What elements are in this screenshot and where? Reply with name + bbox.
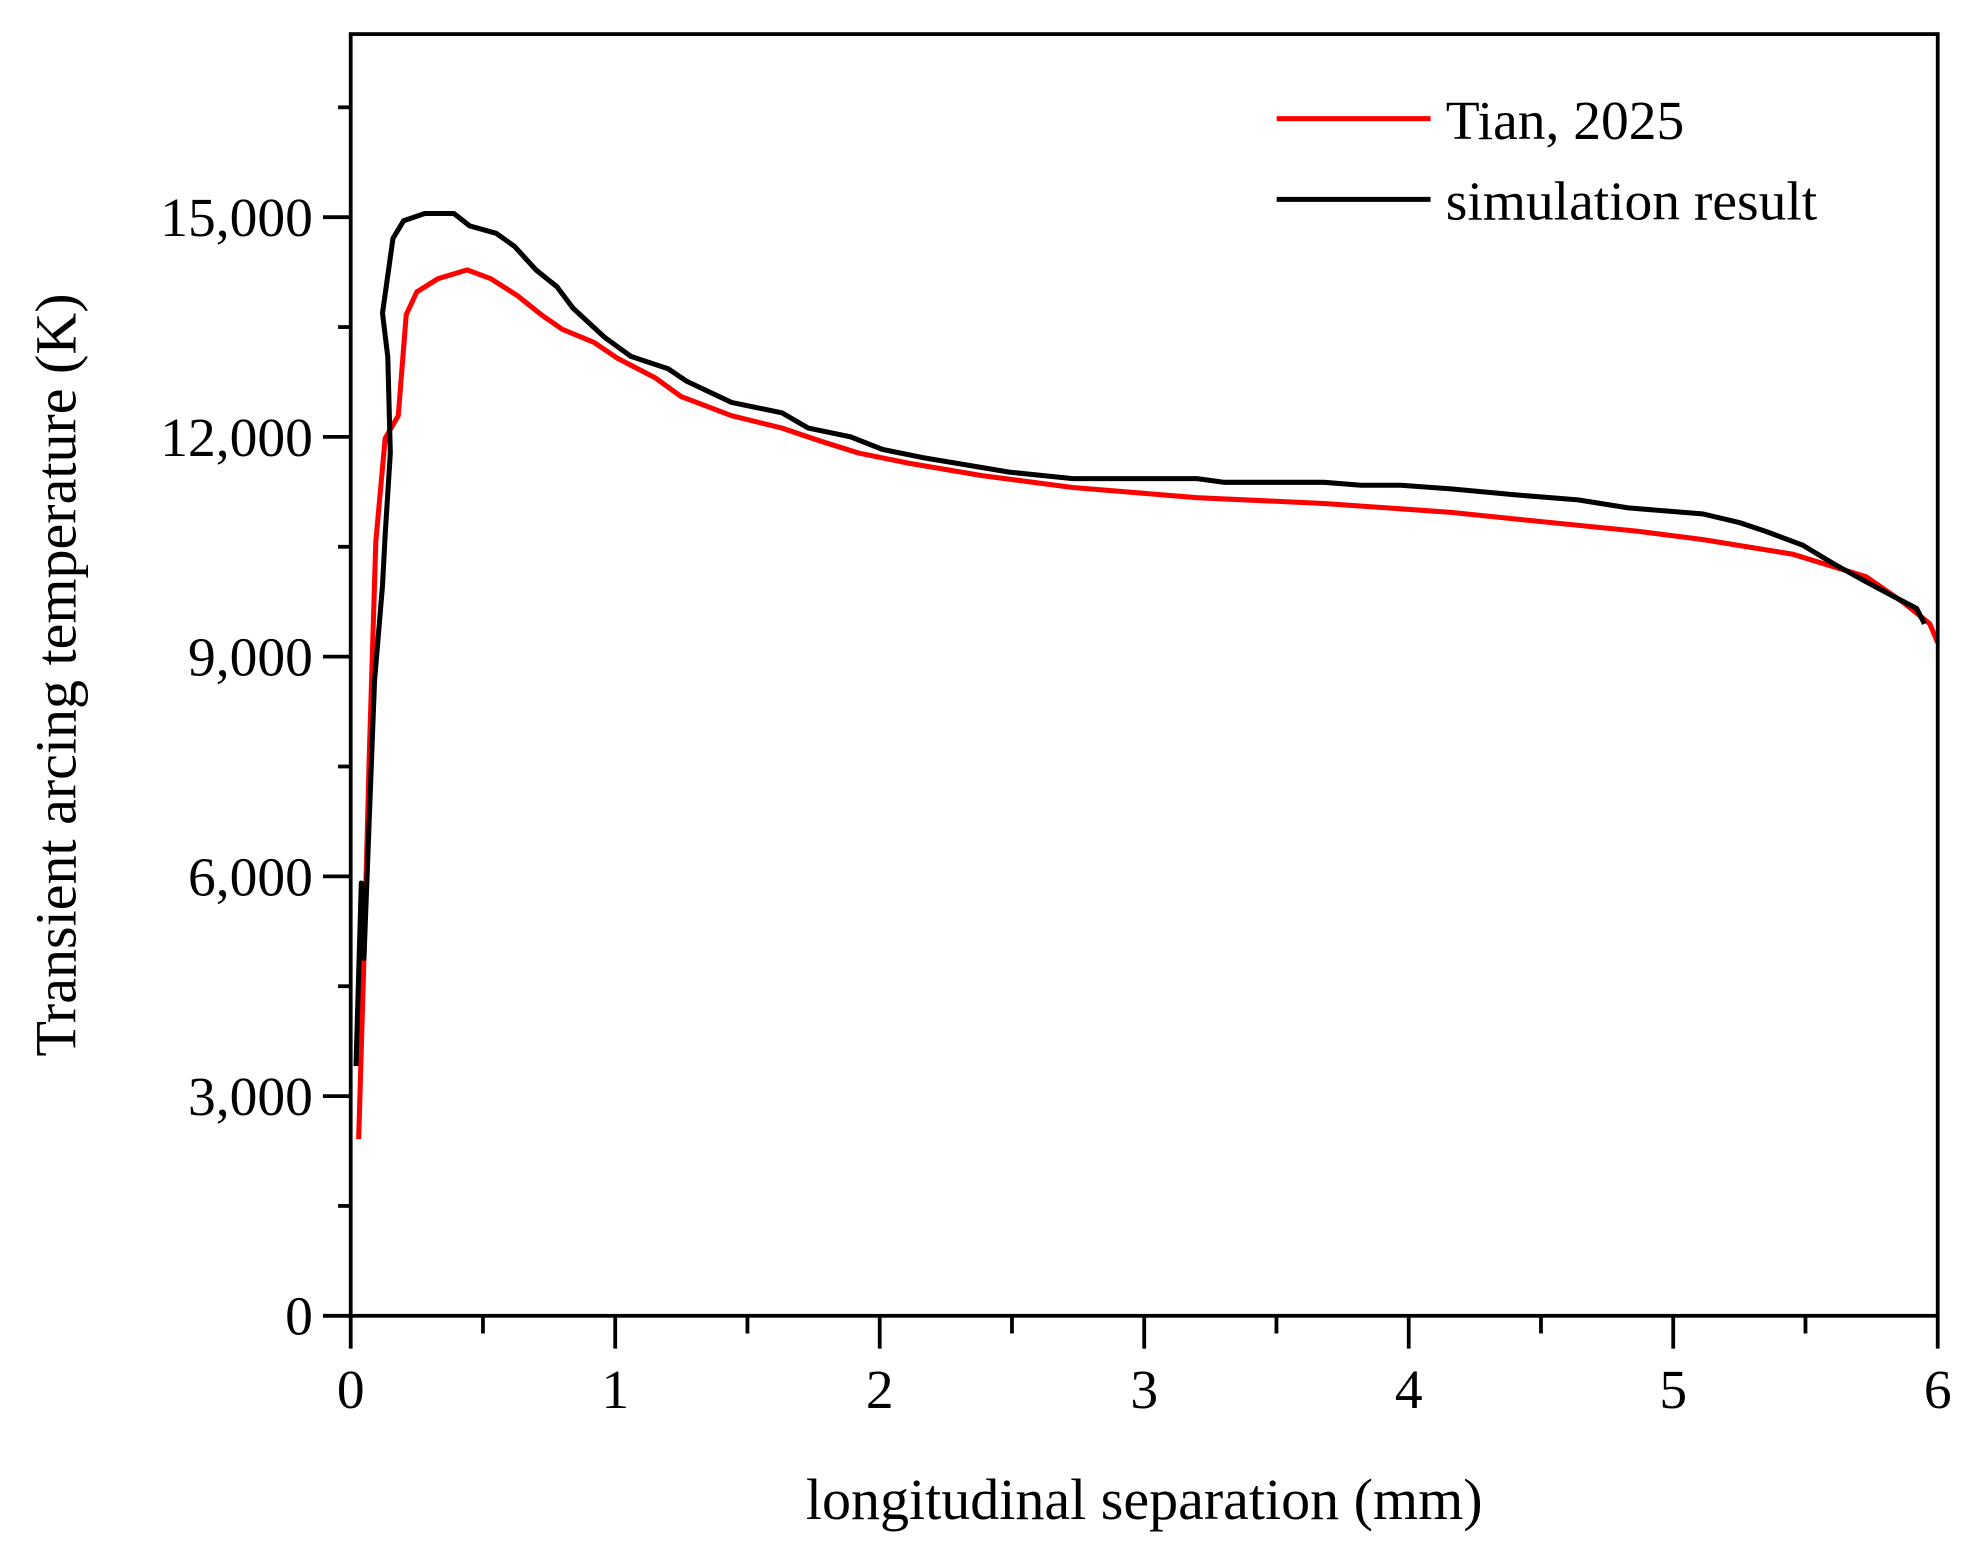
legend: Tian, 2025 simulation result	[1276, 91, 1818, 233]
legend-label-tian: Tian, 2025	[1446, 91, 1685, 152]
y-tick-label: 0	[285, 1287, 313, 1348]
y-tick-label: 6,000	[188, 847, 313, 908]
x-tick-labels: 0 1 2 3 4 5 6	[337, 1360, 1952, 1421]
x-tick-label: 5	[1659, 1360, 1687, 1421]
y-tick-labels: 0 3,000 6,000 9,000 12,000 15,000	[160, 188, 313, 1348]
series-layer	[353, 210, 1941, 1140]
series-line-simulation-result	[353, 210, 1927, 1067]
x-tick-label: 4	[1395, 1360, 1423, 1421]
y-tick-label: 9,000	[188, 628, 313, 689]
y-tick-label: 3,000	[188, 1067, 313, 1128]
x-tick-label: 0	[337, 1360, 365, 1421]
legend-label-simulation: simulation result	[1446, 172, 1818, 233]
x-tick-label: 3	[1130, 1360, 1158, 1421]
y-tick-label: 12,000	[160, 408, 313, 469]
x-tick-label: 1	[601, 1360, 629, 1421]
x-axis-title: longitudinal separation (mm)	[806, 1467, 1483, 1532]
series-line-tian-2025	[356, 267, 1941, 1140]
y-axis-title: Transient arcing temperature (K)	[24, 293, 89, 1056]
axis-ticks	[322, 105, 1940, 1349]
x-tick-label: 2	[866, 1360, 894, 1421]
x-tick-label: 6	[1924, 1360, 1952, 1421]
y-tick-label: 15,000	[160, 188, 313, 249]
plot-frame	[348, 32, 1940, 1318]
